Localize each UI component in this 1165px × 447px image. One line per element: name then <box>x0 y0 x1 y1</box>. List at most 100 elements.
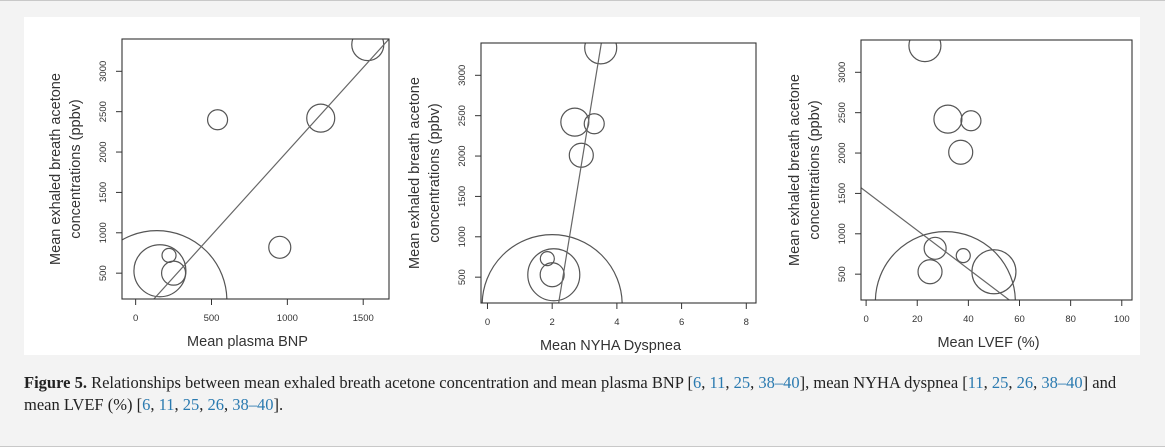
data-point-bubble <box>583 113 605 135</box>
x-tick-label: 4 <box>614 317 619 328</box>
data-point-bubble <box>481 234 623 303</box>
data-point-bubble <box>133 244 187 298</box>
plot-frame <box>121 38 390 300</box>
y-tick-label: 500 <box>837 266 848 282</box>
data-point-bubble <box>268 235 292 259</box>
x-axis-label: Mean NYHA Dyspnea <box>540 338 682 354</box>
plot-area <box>861 40 1017 300</box>
regression-line <box>861 187 1010 300</box>
caption-refs-3: 6, 11, 25, 26, 38–40 <box>142 395 274 414</box>
y-tick-label: 1000 <box>98 222 109 243</box>
data-point-bubble <box>122 230 228 299</box>
y-tick-label: 2500 <box>837 102 848 123</box>
caption-text: ], mean NYHA dyspnea [ <box>799 373 968 392</box>
y-tick-label: 1500 <box>98 182 109 203</box>
y-axis-label: concentrations (ppbv) <box>68 99 84 238</box>
chart-nyha: 0 2 4 6 8 500 1000 1500 2000 2500 3000 Mean NYHA Dy… <box>407 42 757 354</box>
x-tick-label: 60 <box>1014 314 1025 325</box>
citation-link[interactable]: 6 <box>142 395 151 414</box>
x-tick-label: 8 <box>744 317 749 328</box>
citation-link[interactable]: 25 <box>733 373 751 392</box>
data-point-bubble <box>971 249 1017 295</box>
citation-link[interactable]: 25 <box>991 373 1009 392</box>
x-tick-label: 80 <box>1065 314 1076 325</box>
plot-area <box>481 43 623 303</box>
y-axis-label: Mean exhaled breath acetone <box>407 77 423 269</box>
citation-link[interactable]: 25 <box>182 395 200 414</box>
y-tick-label: 500 <box>457 269 468 285</box>
x-tick-label: 1500 <box>353 313 374 324</box>
chart-lvef: 0 20 40 60 80 100 500 1000 1500 2000 2500 3000 Mean … <box>787 39 1133 351</box>
citation-link[interactable]: 11 <box>709 373 726 392</box>
data-point-bubble <box>584 43 618 65</box>
regression-line <box>558 43 602 303</box>
x-tick-label: 6 <box>679 317 684 328</box>
data-point-bubble <box>955 247 971 264</box>
data-point-bubble <box>206 109 229 131</box>
x-tick-label: 40 <box>963 314 974 325</box>
caption-text: Relationships between mean exhaled breat… <box>86 373 693 392</box>
x-tick-label: 0 <box>863 314 868 325</box>
caption-label: Figure 5. <box>24 373 87 392</box>
data-point-bubble <box>917 259 943 285</box>
y-tick-label: 500 <box>98 265 109 281</box>
y-axis-label: Mean exhaled breath acetone <box>48 73 64 265</box>
citation-link[interactable]: 26 <box>207 395 224 414</box>
data-point-bubble <box>874 231 1016 300</box>
data-point-bubble <box>527 248 581 302</box>
data-point-bubble <box>539 250 555 267</box>
data-point-bubble <box>908 40 942 63</box>
y-tick-label: 2500 <box>457 105 468 126</box>
x-tick-label: 0 <box>133 313 138 324</box>
data-point-bubble <box>933 104 963 134</box>
y-axis-label: concentrations (ppbv) <box>807 100 823 239</box>
caption-refs-2: 11, 25, 26, 38–40 <box>967 373 1083 392</box>
data-point-bubble <box>539 262 565 288</box>
data-point-bubble <box>960 110 982 132</box>
data-point-bubble <box>306 103 336 133</box>
citation-link[interactable]: 26 <box>1016 373 1034 392</box>
caption-text: ]. <box>273 395 284 414</box>
y-tick-label: 2000 <box>98 141 109 162</box>
plot-frame <box>860 39 1133 301</box>
citation-link[interactable]: 6 <box>692 373 702 392</box>
x-tick-label: 20 <box>912 314 923 325</box>
data-point-bubble <box>161 247 177 263</box>
y-tick-label: 3000 <box>457 65 468 86</box>
data-point-bubble <box>948 139 974 165</box>
y-tick-label: 1500 <box>837 183 848 204</box>
data-point-bubble <box>160 260 187 286</box>
figure-caption: Figure 5. Relationships between mean exh… <box>24 372 1134 416</box>
citation-link[interactable]: 38–40 <box>758 373 800 392</box>
chart-bnp: 0 500 1000 1500 500 1000 1500 2000 2500 3000 Mean … <box>48 38 390 350</box>
citation-link[interactable]: 38–40 <box>1041 373 1083 392</box>
x-axis-label: Mean plasma BNP <box>187 334 308 350</box>
regression-line <box>153 39 389 299</box>
x-tick-label: 2 <box>550 317 555 328</box>
y-tick-label: 2000 <box>837 142 848 163</box>
data-point-bubble <box>351 39 385 62</box>
citation-link[interactable]: 11 <box>158 395 175 414</box>
plot-area <box>122 39 389 299</box>
x-tick-label: 500 <box>204 313 220 324</box>
y-axis-label: concentrations (ppbv) <box>427 103 443 242</box>
x-tick-label: 0 <box>485 317 490 328</box>
caption-refs-1: 6, 11, 25, 38–40 <box>692 373 800 392</box>
y-tick-label: 3000 <box>837 62 848 83</box>
y-tick-label: 2500 <box>98 101 109 122</box>
y-tick-label: 1000 <box>457 226 468 247</box>
data-point-bubble <box>923 236 947 260</box>
x-tick-label: 1000 <box>277 313 298 324</box>
citation-link[interactable]: 11 <box>967 373 984 392</box>
y-tick-label: 1500 <box>457 186 468 207</box>
x-tick-label: 100 <box>1114 314 1130 325</box>
caption-text: ] and mean LVEF (%) [ <box>24 373 1117 414</box>
figure-panels: 0 500 1000 1500 500 1000 1500 2000 2500 3000 Mean … <box>24 17 1140 355</box>
citation-link[interactable]: 38–40 <box>232 395 274 414</box>
x-axis-label: Mean LVEF (%) <box>937 335 1039 351</box>
y-axis-label: Mean exhaled breath acetone <box>787 74 803 266</box>
y-tick-label: 1000 <box>837 223 848 244</box>
y-tick-label: 3000 <box>98 61 109 82</box>
plot-frame <box>480 42 757 304</box>
